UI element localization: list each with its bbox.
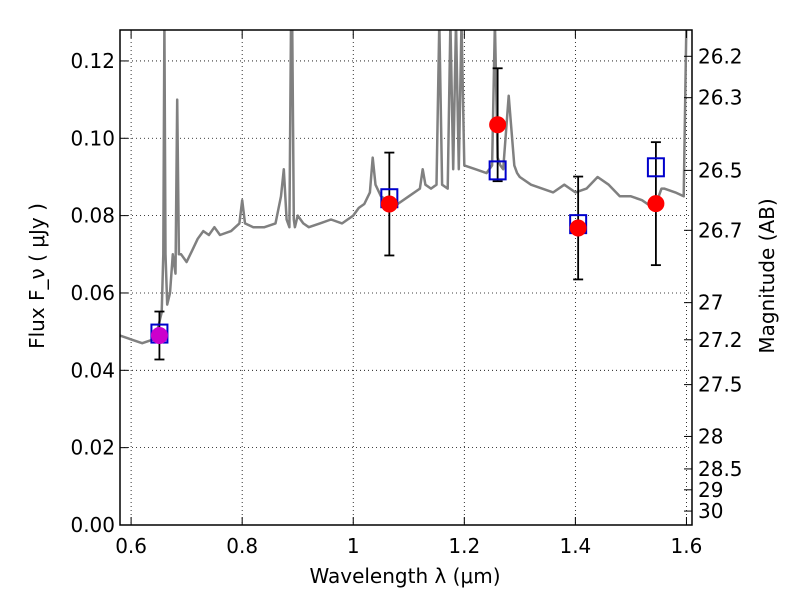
x-axis-label: Wavelength λ (μm) [309, 564, 500, 588]
y-tick-label: 0.06 [70, 281, 115, 305]
y2-tick-label: 26.2 [698, 44, 743, 68]
y-tick-label: 0.00 [70, 513, 115, 537]
model-square-point [488, 160, 507, 181]
y-tick-label: 0.08 [70, 204, 115, 228]
spectrum-line [120, 30, 688, 345]
model-square-point [646, 157, 665, 178]
observed-circle-point [380, 195, 398, 213]
y2-tick-label: 29 [698, 478, 723, 502]
observed-circle-point [150, 327, 168, 345]
plot-frame [119, 29, 693, 526]
y2-tick-label: 26.7 [698, 218, 743, 242]
data-markers [150, 116, 665, 345]
y-tick-label: 0.02 [70, 436, 115, 460]
observed-circle-point [569, 219, 587, 237]
y-tick-label: 0.04 [70, 358, 115, 382]
y2-tick-label: 27.2 [698, 328, 743, 352]
y-tick-label: 0.10 [70, 126, 115, 150]
y2-tick-label: 26.3 [698, 86, 743, 110]
observed-circle-point [647, 195, 665, 213]
x-tick-label: 1.4 [559, 534, 591, 558]
y2-tick-label: 26.5 [698, 158, 743, 182]
spectrum-series [120, 30, 688, 345]
x-tick-label: 1 [347, 534, 360, 558]
axis-ticks: 0.6 0.8 1 1.2 1.4 1.6 0.00 0.02 0.04 0.06 0.08 0.10… [70, 30, 743, 558]
y2-axis-label: Magnitude (AB) [755, 198, 779, 353]
x-tick-label: 0.8 [226, 534, 258, 558]
grid-lines [120, 30, 692, 526]
x-tick-label: 0.6 [115, 534, 147, 558]
y2-tick-label: 28.5 [698, 457, 743, 481]
y-axis-label: Flux F_ν ( μJy ) [25, 203, 49, 349]
error-bars [154, 67, 661, 361]
y2-tick-label: 28 [698, 424, 723, 448]
observed-circle-point [489, 116, 507, 134]
y-tick-label: 0.12 [70, 49, 115, 73]
y2-tick-label: 27.5 [698, 373, 743, 397]
y2-tick-label: 27 [698, 291, 723, 315]
y2-tick-label: 30 [698, 499, 723, 523]
x-tick-label: 1.6 [671, 534, 703, 558]
x-tick-label: 1.2 [448, 534, 480, 558]
